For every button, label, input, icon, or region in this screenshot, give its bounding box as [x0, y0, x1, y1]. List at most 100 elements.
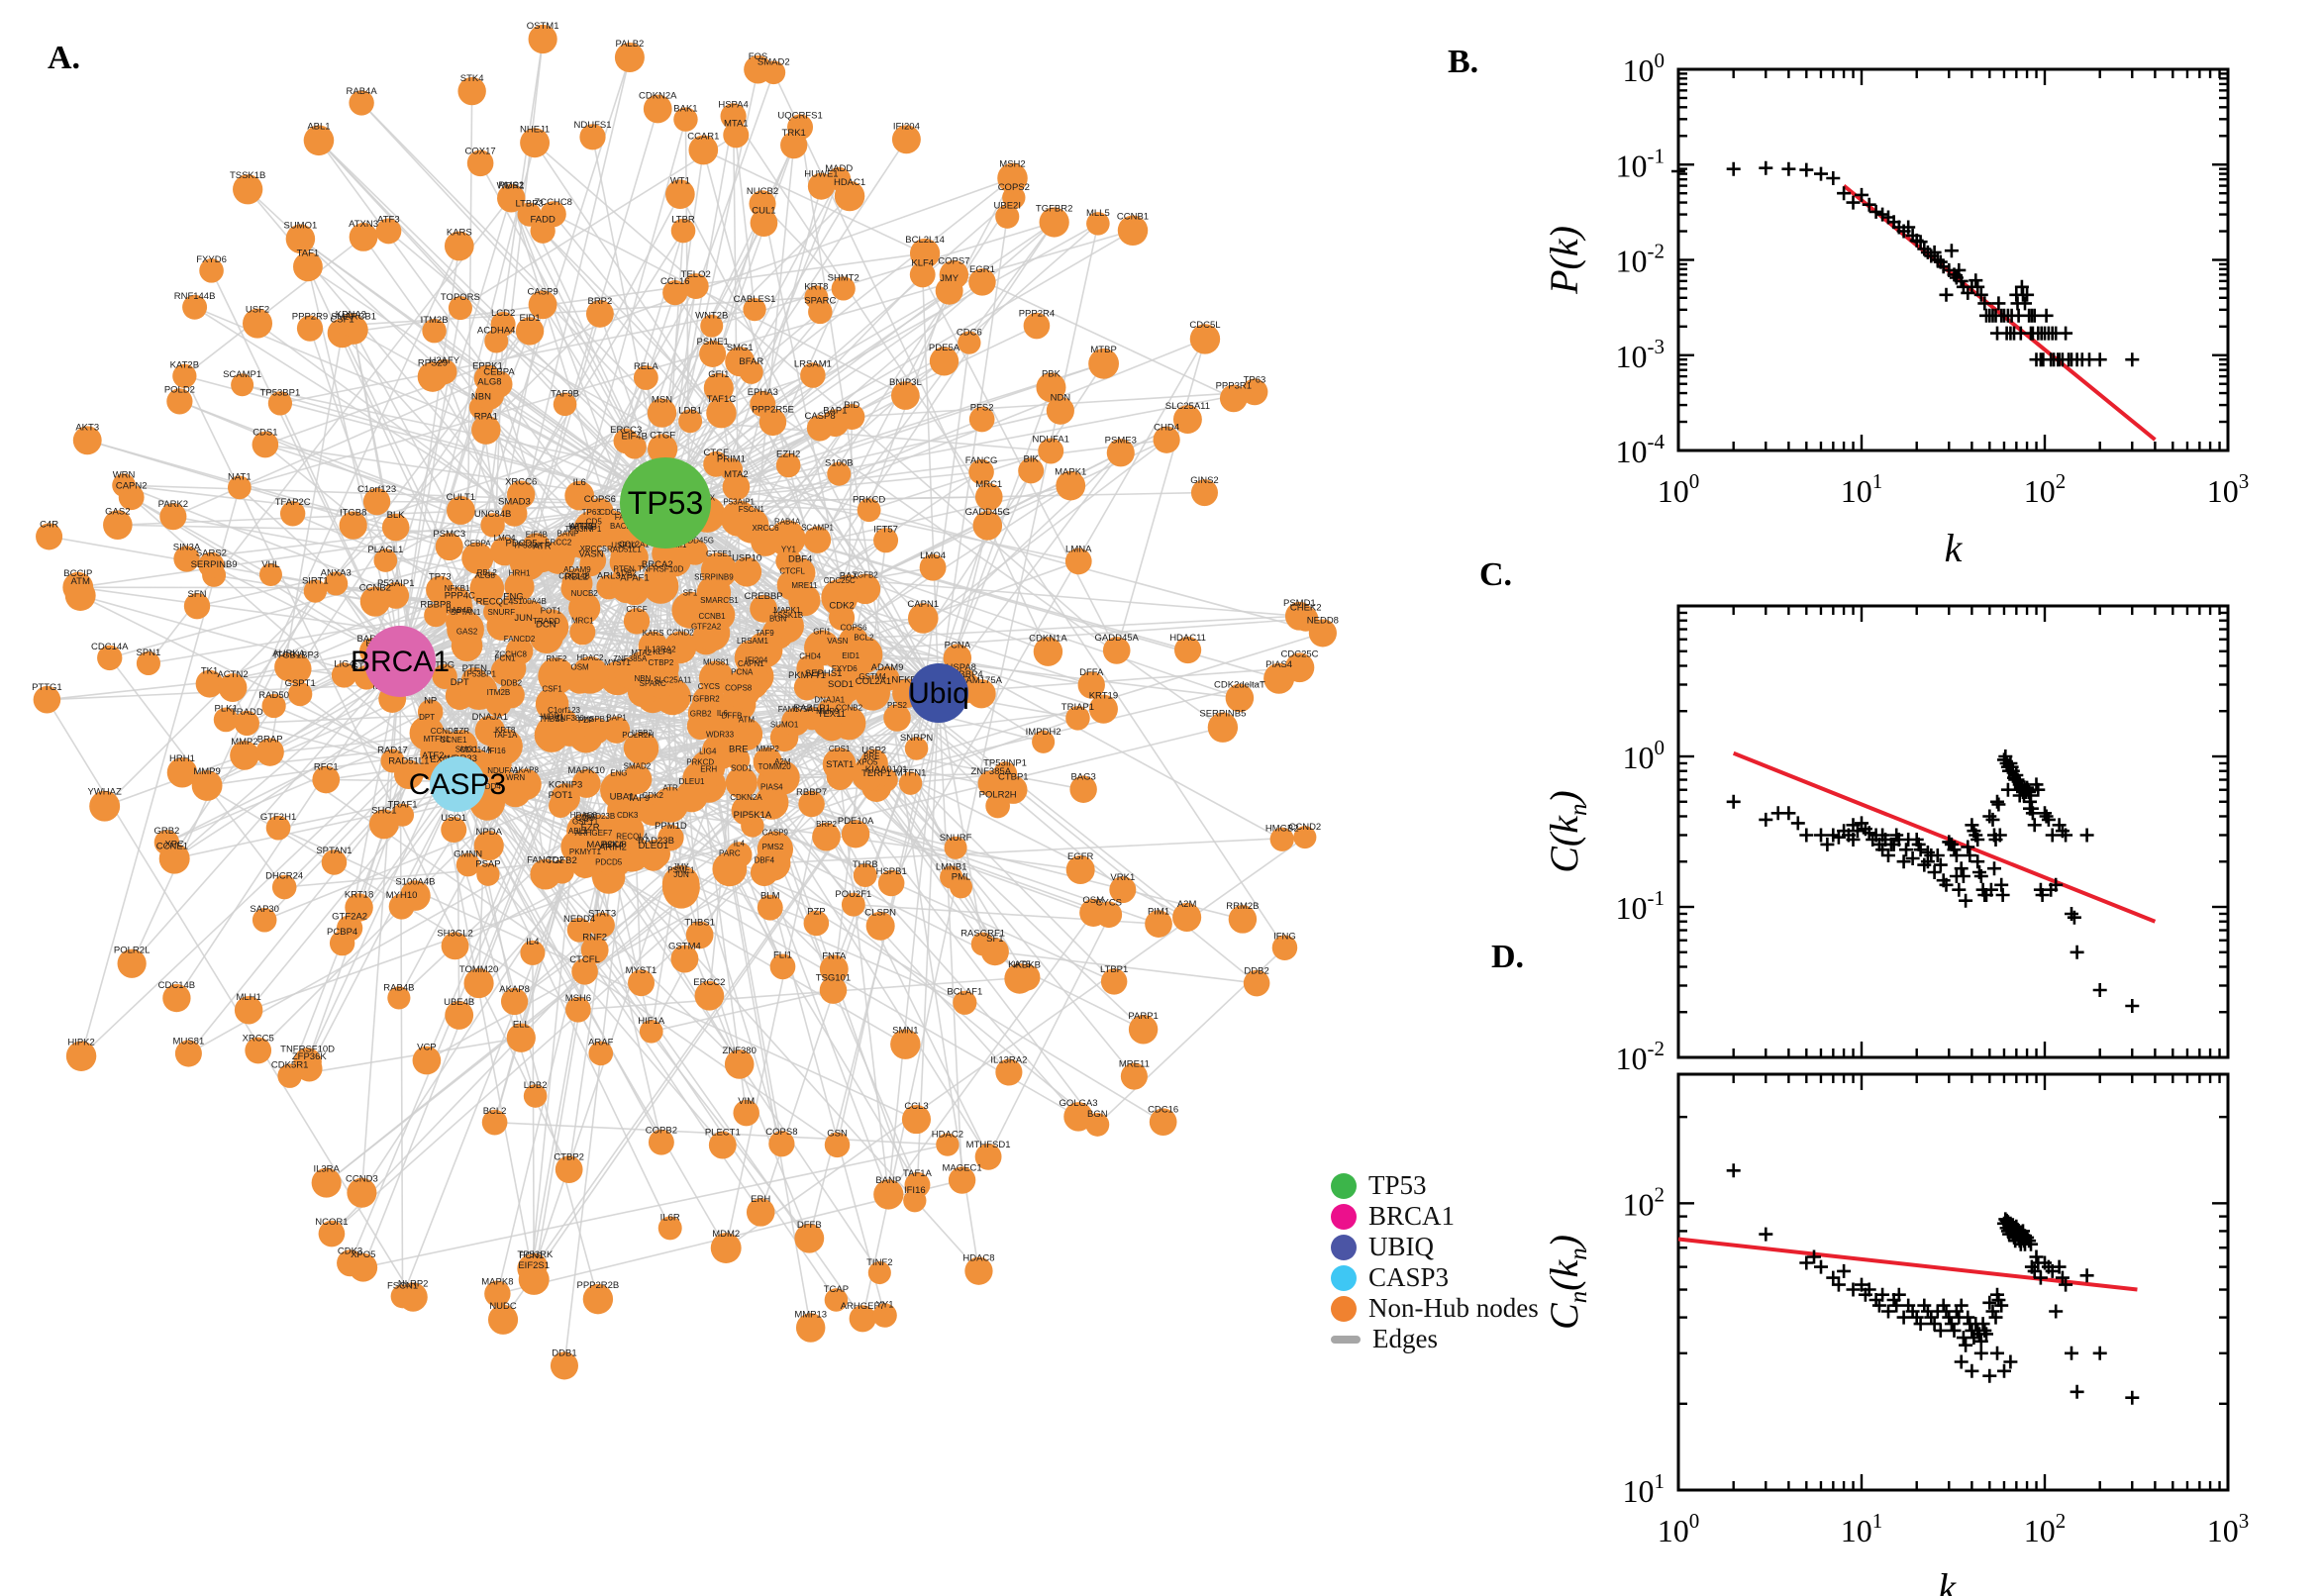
non-hub-node [694, 980, 725, 1011]
non-hub-node [919, 553, 947, 581]
node-label: BAP1 [606, 714, 627, 723]
node-label: TINF2 [866, 1257, 892, 1268]
node-label: DHCR24 [265, 871, 303, 882]
node-label: SARS2 [196, 549, 227, 559]
node-label: CEBPA [483, 367, 515, 378]
legend-label: BRCA1 [1368, 1201, 1456, 1231]
node-label: A2M [1177, 899, 1197, 910]
node-label: ANXA3 [321, 568, 352, 579]
node-label: PCNA [945, 640, 971, 650]
node-label: ALG8 [477, 376, 501, 387]
panel-label-d: D. [1491, 939, 1525, 975]
node-label: KARS [643, 629, 664, 638]
node-label: TP63 [582, 508, 602, 517]
node-label: NLRP2 [398, 1278, 429, 1289]
non-hub-node [1064, 548, 1092, 575]
non-hub-node [974, 483, 1003, 511]
node-label: EPHA3 [748, 387, 778, 398]
non-hub-node [347, 1177, 377, 1208]
tick-label: 100 [1658, 1509, 1700, 1548]
node-label: GOLGA3 [1059, 1098, 1097, 1109]
non-hub-node [877, 869, 905, 897]
hub-node-ubiq [909, 663, 968, 723]
node-label: TGFBR2 [1036, 203, 1072, 214]
non-hub-node [958, 331, 981, 354]
node-label: LTBR [671, 215, 695, 226]
node-label: MTFN1 [895, 767, 927, 778]
non-hub-node [565, 665, 594, 694]
node-label: ERH [751, 1194, 770, 1205]
node-label: LMO4 [494, 534, 516, 543]
node-label: CHD4 [1154, 423, 1179, 434]
node-label: LMNA [1065, 545, 1092, 555]
node-label: ATF3 [377, 215, 400, 226]
node-label: CCNE1 [156, 841, 188, 851]
non-hub-node [1128, 1015, 1159, 1045]
non-hub-node [97, 645, 123, 671]
non-hub-node [296, 1055, 323, 1082]
ticks [1676, 67, 2230, 452]
non-hub-node [968, 406, 995, 433]
hub-nodes: TP53 BRCA1 Ubiq CASP3 [351, 457, 969, 812]
non-hub-node [375, 218, 402, 245]
node-label: CDS1 [252, 428, 277, 439]
non-hub-node [476, 862, 500, 886]
node-label: SOD1 [731, 764, 753, 773]
node-label: PDCD5 [506, 539, 538, 549]
node-label: TNFRSF10D [638, 565, 683, 574]
node-label: KARS [447, 228, 472, 239]
non-hub-node [643, 94, 672, 124]
node-label: PZP [807, 907, 825, 918]
node-label: PRKCD [853, 494, 885, 505]
non-hub-node [1241, 378, 1268, 406]
axis-label: Cn​(kn​) [1542, 1235, 1592, 1330]
node-label: TEX11 [818, 709, 846, 720]
node-label: ENG [503, 591, 524, 602]
legend-item-ubiq: UBIQ [1331, 1232, 1539, 1262]
node-label: PPM1D [655, 821, 687, 832]
non-hub-node [380, 748, 405, 773]
non-hub-node [318, 1220, 346, 1247]
node-label: SF1 [986, 934, 1003, 945]
node-label: CTBP1 [998, 771, 1029, 782]
node-label: ITGB1BP3 [274, 649, 319, 660]
node-label: HIF1A [638, 1016, 665, 1027]
node-label: GSN [827, 1129, 848, 1140]
non-hub-node [518, 1263, 550, 1295]
node-label: ZNF385A [613, 654, 648, 663]
node-label: PARP1 [1128, 1011, 1158, 1022]
node-label: TP53RK [517, 1249, 554, 1260]
tick-label: 10-1 [1616, 886, 1666, 926]
node-label: TP53BP1 [462, 670, 497, 679]
non-hub-node [349, 1252, 378, 1282]
non-hub-node [827, 461, 852, 486]
node-label: KAT2B [170, 360, 199, 371]
node-label: CCNB2 [359, 582, 391, 593]
non-hub-node [1271, 935, 1298, 960]
node-label: YY1 [781, 546, 797, 554]
node-label: PSAP [475, 859, 500, 870]
node-label: EID1 [842, 651, 859, 660]
node-label: KAT5 [1008, 959, 1031, 970]
non-hub-node [481, 749, 512, 780]
node-label: RABEP1 [793, 703, 831, 714]
plot-c: 100 10-1 10-2 C(kn​) [1542, 604, 2230, 1076]
node-label: H2AFY [429, 355, 459, 366]
node-label: CTCFL [779, 567, 805, 576]
non-hub-node [1172, 405, 1202, 435]
node-label: VRK1 [1110, 872, 1135, 883]
node-label: HDAC11 [1169, 633, 1206, 644]
node-label: TGFB2 [853, 571, 878, 580]
node-label: MDM2 [712, 1229, 740, 1240]
node-label: RNF2 [546, 654, 566, 663]
node-label: DBF4 [755, 855, 775, 864]
non-hub-node [1032, 730, 1056, 753]
scatter-points [1671, 160, 2140, 367]
node-label: MAPK1 [773, 606, 801, 615]
non-hub-node [530, 218, 556, 244]
node-label: KLF4 [911, 258, 934, 269]
non-hub-node [750, 390, 776, 417]
node-label: MADD [825, 163, 853, 174]
node-label: ABL1 [568, 827, 588, 836]
non-hub-node [398, 1282, 428, 1312]
